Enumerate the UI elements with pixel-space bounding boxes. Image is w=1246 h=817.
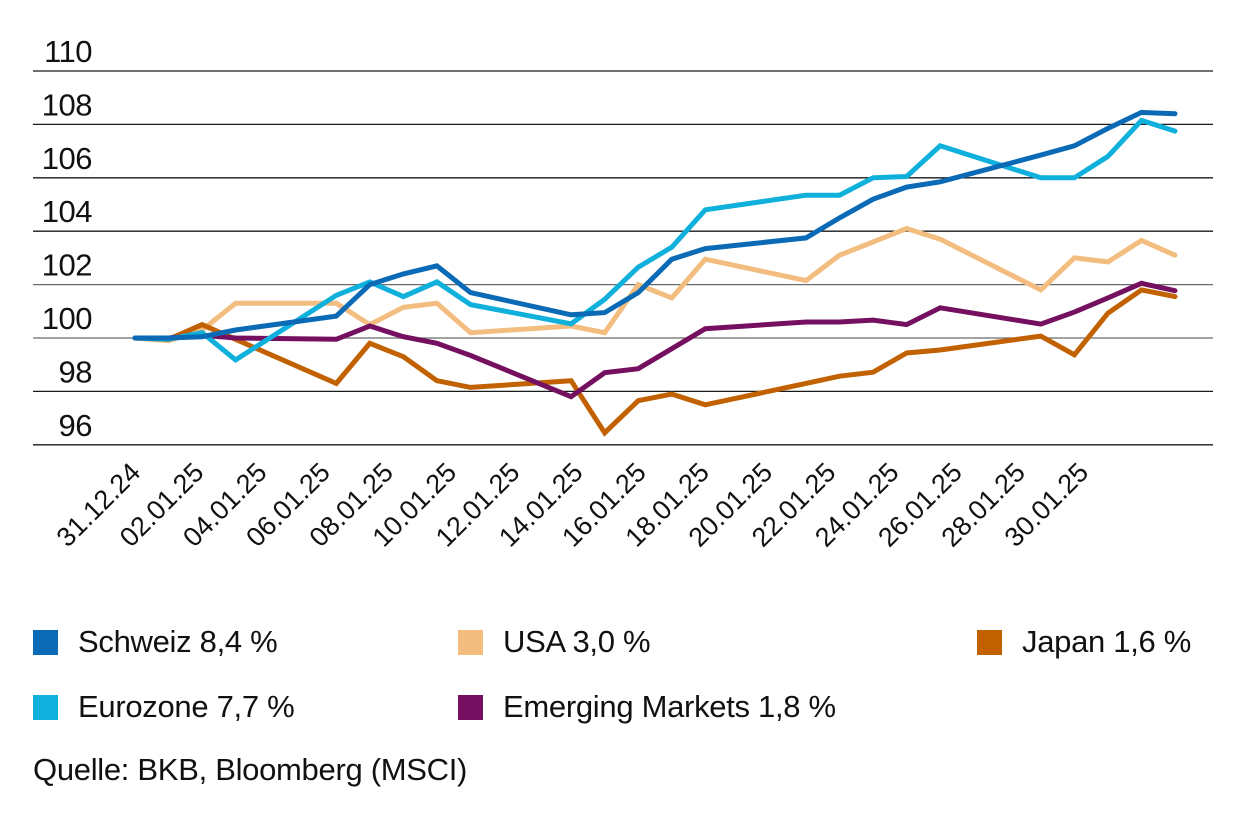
legend-swatch-usa — [458, 629, 483, 655]
series-line-eurozone — [132, 117, 1178, 363]
series-line-japan — [132, 287, 1178, 437]
legend-item-schweiz: Schweiz 8,4 % — [33, 622, 278, 662]
source-note: Quelle: BKB, Bloomberg (MSCI) — [33, 752, 468, 787]
y-tick-label: 100 — [42, 301, 92, 336]
legend-label-usa: USA 3,0 % — [503, 624, 651, 659]
y-tick-label: 106 — [42, 141, 92, 176]
legend-swatch-schweiz — [33, 629, 58, 655]
x-axis-ticks: 31.12.2402.01.2504.01.2506.01.2508.01.25… — [51, 457, 1095, 553]
series-line-schweiz — [132, 109, 1178, 341]
legend-swatch-emerging-markets — [458, 694, 483, 720]
y-tick-label: 108 — [42, 87, 92, 122]
legend-label-japan: Japan 1,6 % — [1022, 624, 1192, 659]
y-axis-ticks: 96 98 100 102 104 106 108 110 — [42, 34, 93, 443]
gridlines — [33, 70, 1213, 446]
legend-item-usa: USA 3,0 % — [458, 622, 651, 662]
legend-swatch-eurozone — [33, 694, 58, 720]
legend-item-emerging-markets: Emerging Markets 1,8 % — [458, 687, 836, 727]
y-tick-label: 98 — [59, 354, 92, 389]
y-tick-label: 96 — [59, 408, 92, 443]
line-chart: 96 98 100 102 104 106 108 110 31.12.2402.01.250… — [33, 34, 1213, 553]
legend-label-schweiz: Schweiz 8,4 % — [78, 624, 278, 659]
y-tick-label: 104 — [42, 194, 92, 229]
series-line-emerging-markets — [132, 280, 1178, 400]
legend-item-eurozone: Eurozone 7,7 % — [33, 687, 295, 727]
y-tick-label: 110 — [44, 34, 92, 69]
series-lines — [132, 109, 1178, 437]
legend-label-emerging-markets: Emerging Markets 1,8 % — [503, 689, 836, 724]
legend-item-japan: Japan 1,6 % — [977, 622, 1191, 662]
legend-label-eurozone: Eurozone 7,7 % — [78, 689, 295, 724]
legend-swatch-japan — [977, 629, 1002, 655]
y-tick-label: 102 — [42, 248, 92, 283]
